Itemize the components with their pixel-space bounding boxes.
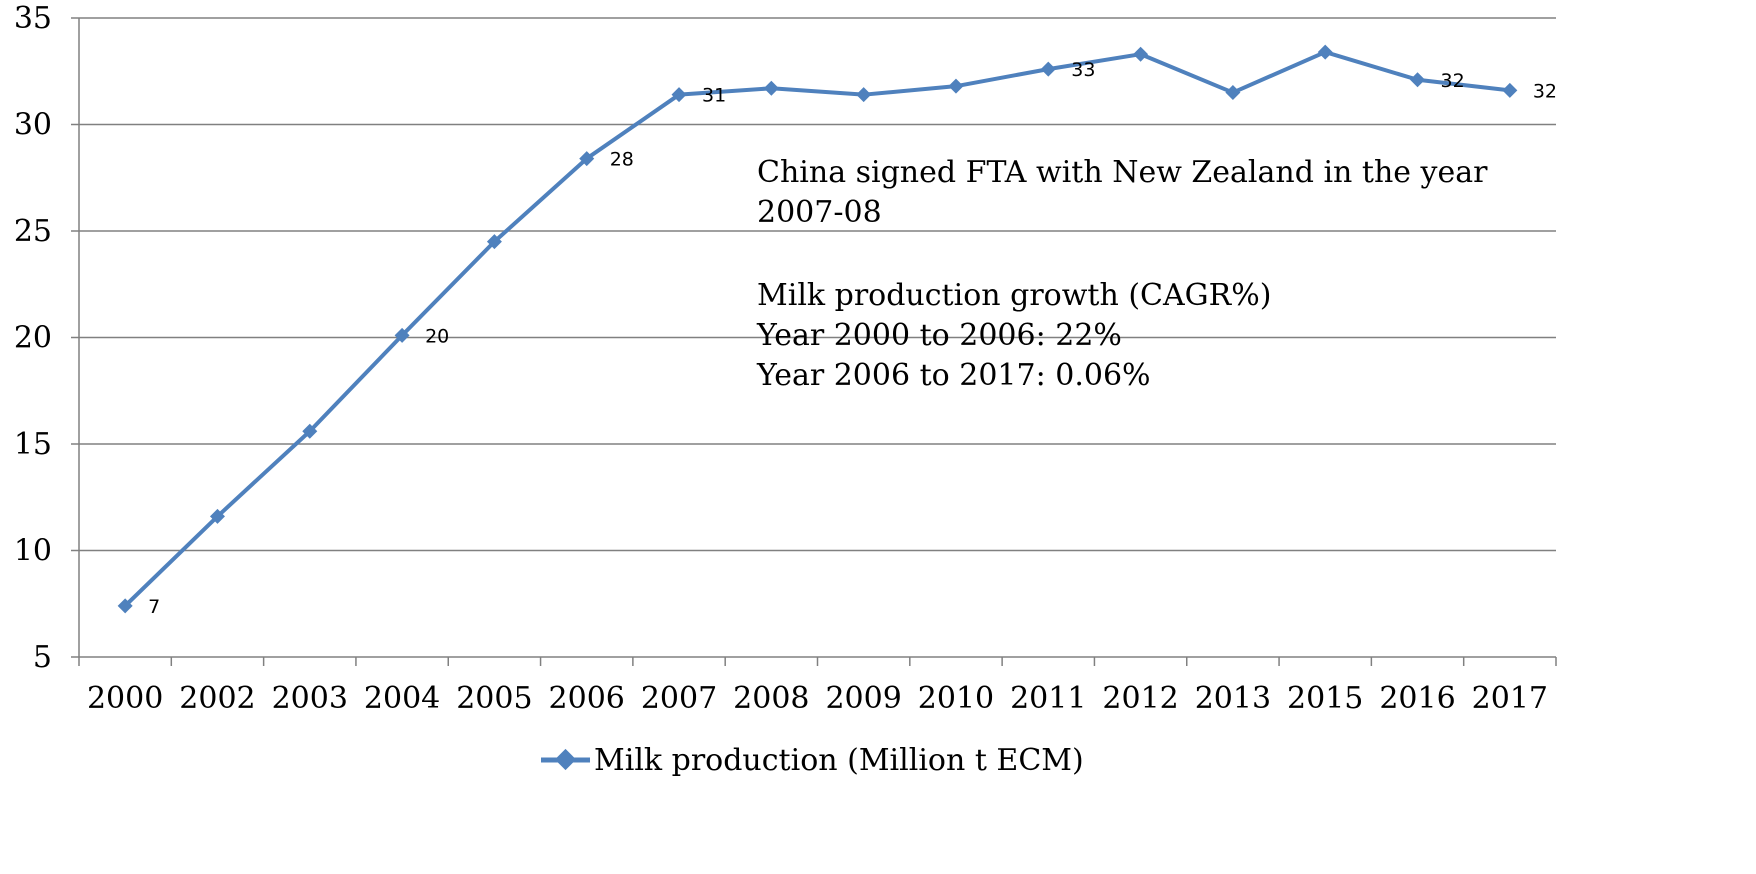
annotation-line-2: 2007-08 xyxy=(757,195,882,230)
x-tick-label-2009: 2009 xyxy=(825,681,901,716)
data-label-2000: 7 xyxy=(148,596,160,618)
y-tick-label-35: 35 xyxy=(14,1,52,36)
data-point-2008 xyxy=(763,80,779,96)
data-point-2010 xyxy=(948,78,964,94)
series-layer xyxy=(117,44,1518,614)
data-point-2002 xyxy=(209,508,225,524)
x-tick-label-2017: 2017 xyxy=(1472,681,1548,716)
x-tick-label-2008: 2008 xyxy=(733,681,809,716)
data-point-2007 xyxy=(671,87,687,103)
data-point-2000 xyxy=(117,598,133,614)
data-point-2005 xyxy=(486,234,502,250)
x-tick-label-2004: 2004 xyxy=(364,681,440,716)
y-tick-label-5: 5 xyxy=(33,640,52,675)
x-tick-label-2000: 2000 xyxy=(87,681,163,716)
x-tick-label-2010: 2010 xyxy=(918,681,994,716)
data-point-2006 xyxy=(579,151,595,167)
y-tick-label-20: 20 xyxy=(14,321,52,356)
x-tick-label-2003: 2003 xyxy=(272,681,348,716)
data-point-2009 xyxy=(856,87,872,103)
x-tick-label-2005: 2005 xyxy=(456,681,532,716)
data-label-2004: 20 xyxy=(425,325,449,347)
data-label-2007: 31 xyxy=(702,85,726,107)
data-labels: 7 20 28 31 33 32 32 xyxy=(148,59,1557,618)
annotation-line-1: China signed FTA with New Zealand in the… xyxy=(757,155,1488,190)
data-label-2016: 32 xyxy=(1441,70,1465,92)
data-label-2006: 28 xyxy=(610,149,634,171)
data-point-2004 xyxy=(394,327,410,343)
data-label-2017: 32 xyxy=(1533,80,1557,102)
data-point-2013 xyxy=(1225,85,1241,101)
y-tick-label-30: 30 xyxy=(14,108,52,143)
data-point-2012 xyxy=(1133,46,1149,62)
y-tick-label-25: 25 xyxy=(14,214,52,249)
gridlines xyxy=(71,17,1556,552)
x-tick-label-2012: 2012 xyxy=(1102,681,1178,716)
annotation-line-4: Year 2000 to 2006: 22% xyxy=(756,318,1122,353)
annotation-line-5: Year 2006 to 2017: 0.06% xyxy=(756,358,1151,393)
legend: Milk production (Million t ECM) xyxy=(541,743,1084,778)
x-tick-label-2016: 2016 xyxy=(1379,681,1455,716)
annotation-box: China signed FTA with New Zealand in the… xyxy=(756,155,1488,393)
y-tick-label-15: 15 xyxy=(14,427,52,462)
data-point-2016 xyxy=(1410,72,1426,88)
data-label-2011: 33 xyxy=(1071,59,1095,81)
x-tick-label-2015: 2015 xyxy=(1287,681,1363,716)
legend-marker xyxy=(554,748,577,771)
annotation-line-3: Milk production growth (CAGR%) xyxy=(757,278,1271,313)
series-line-milk-production xyxy=(123,50,1511,608)
x-tick-label-2002: 2002 xyxy=(179,681,255,716)
x-tick-label-2006: 2006 xyxy=(549,681,625,716)
x-tick-label-2011: 2011 xyxy=(1010,681,1086,716)
x-tick-label-2013: 2013 xyxy=(1195,681,1271,716)
axes: 5 10 15 20 25 30 35 2000 2002 2003 2004 2005 2006 200… xyxy=(14,1,1557,716)
data-point-2017 xyxy=(1502,82,1518,98)
data-point-2011 xyxy=(1040,61,1056,77)
legend-label: Milk production (Million t ECM) xyxy=(594,743,1084,778)
y-tick-label-10: 10 xyxy=(14,534,52,569)
x-tick-label-2007: 2007 xyxy=(641,681,717,716)
data-point-2015 xyxy=(1317,44,1333,60)
data-point-2003 xyxy=(302,423,318,439)
